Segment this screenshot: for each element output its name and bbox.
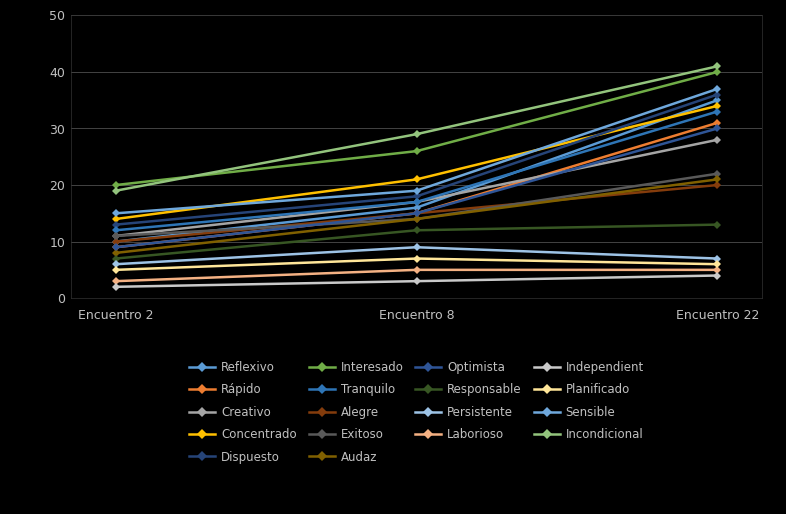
Legend: Reflexivo, Rápido, Creativo, Concentrado, Dispuesto, Interesado, Tranquilo, Aleg: Reflexivo, Rápido, Creativo, Concentrado… bbox=[184, 355, 649, 469]
